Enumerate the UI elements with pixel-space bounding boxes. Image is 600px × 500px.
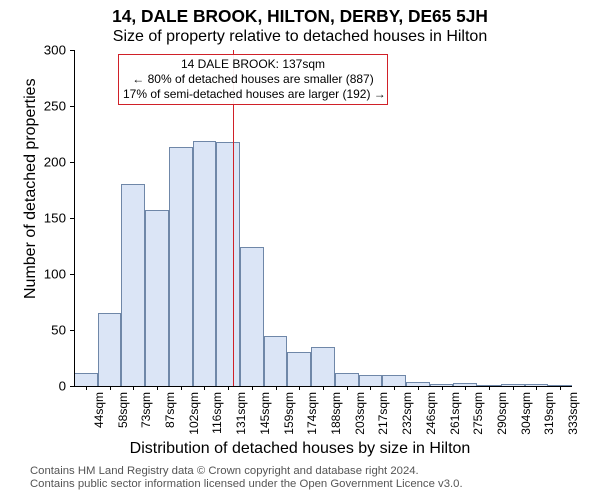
x-tick-label: 203sqm bbox=[351, 392, 367, 435]
x-tick-label: 145sqm bbox=[256, 392, 272, 435]
histogram-bar bbox=[193, 141, 217, 386]
chart-container: 14, DALE BROOK, HILTON, DERBY, DE65 5JH … bbox=[0, 0, 600, 500]
chart-title-main: 14, DALE BROOK, HILTON, DERBY, DE65 5JH bbox=[0, 6, 600, 27]
x-tick-label: 73sqm bbox=[137, 392, 153, 428]
footer-line-1: Contains HM Land Registry data © Crown c… bbox=[30, 465, 463, 479]
x-tick-label: 58sqm bbox=[114, 392, 130, 428]
x-tick-label: 174sqm bbox=[303, 392, 319, 435]
histogram-bar bbox=[145, 210, 169, 386]
histogram-bar bbox=[359, 375, 383, 386]
y-axis-line bbox=[74, 50, 75, 386]
footer-attribution: Contains HM Land Registry data © Crown c… bbox=[30, 465, 463, 492]
histogram-bar bbox=[240, 247, 264, 386]
chart-title-sub: Size of property relative to detached ho… bbox=[0, 28, 600, 46]
x-tick-label: 261sqm bbox=[446, 392, 462, 435]
histogram-bar bbox=[287, 352, 311, 386]
x-tick-label: 87sqm bbox=[161, 392, 177, 428]
x-tick-label: 275sqm bbox=[469, 392, 485, 435]
x-tick-label: 246sqm bbox=[422, 392, 438, 435]
annotation-line-1: 14 DALE BROOK: 137sqm bbox=[123, 57, 383, 72]
histogram-bar bbox=[74, 373, 98, 386]
histogram-bar bbox=[382, 375, 406, 386]
x-axis-line bbox=[74, 386, 572, 387]
annotation-line-2: ← 80% of detached houses are smaller (88… bbox=[123, 72, 383, 87]
x-tick-label: 102sqm bbox=[185, 392, 201, 435]
annotation-box: 14 DALE BROOK: 137sqm ← 80% of detached … bbox=[118, 54, 388, 105]
x-tick-label: 319sqm bbox=[540, 392, 556, 435]
x-tick-label: 188sqm bbox=[327, 392, 343, 435]
histogram-bar bbox=[121, 184, 145, 386]
x-tick-label: 131sqm bbox=[232, 392, 248, 435]
histogram-bar bbox=[169, 147, 193, 386]
histogram-bar bbox=[264, 336, 288, 386]
x-tick-label: 304sqm bbox=[517, 392, 533, 435]
x-tick-label: 290sqm bbox=[493, 392, 509, 435]
x-tick-label: 44sqm bbox=[90, 392, 106, 428]
x-tick-label: 333sqm bbox=[564, 392, 580, 435]
histogram-bar bbox=[98, 313, 122, 386]
histogram-bar bbox=[335, 373, 359, 386]
histogram-bar bbox=[216, 142, 240, 386]
y-axis-label: Number of detached properties bbox=[22, 78, 40, 299]
x-axis-label: Distribution of detached houses by size … bbox=[0, 440, 600, 458]
histogram-bar bbox=[311, 347, 335, 386]
x-tick-label: 232sqm bbox=[398, 392, 414, 435]
x-tick-label: 116sqm bbox=[208, 392, 224, 434]
x-tick-label: 217sqm bbox=[374, 392, 390, 435]
x-tick-label: 159sqm bbox=[280, 392, 296, 435]
annotation-line-3: 17% of semi-detached houses are larger (… bbox=[123, 87, 383, 102]
footer-line-2: Contains public sector information licen… bbox=[30, 478, 463, 492]
